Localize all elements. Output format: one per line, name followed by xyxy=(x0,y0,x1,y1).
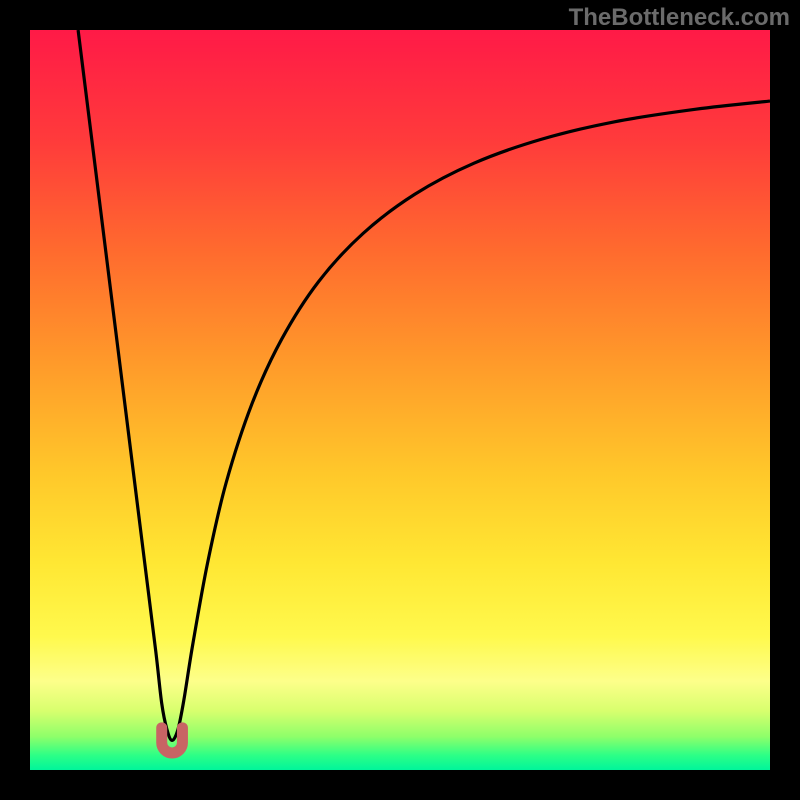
watermark-text: TheBottleneck.com xyxy=(569,4,790,32)
gradient-background xyxy=(30,30,770,770)
chart-container: TheBottleneck.com xyxy=(0,0,800,800)
bottleneck-chart xyxy=(0,0,800,800)
